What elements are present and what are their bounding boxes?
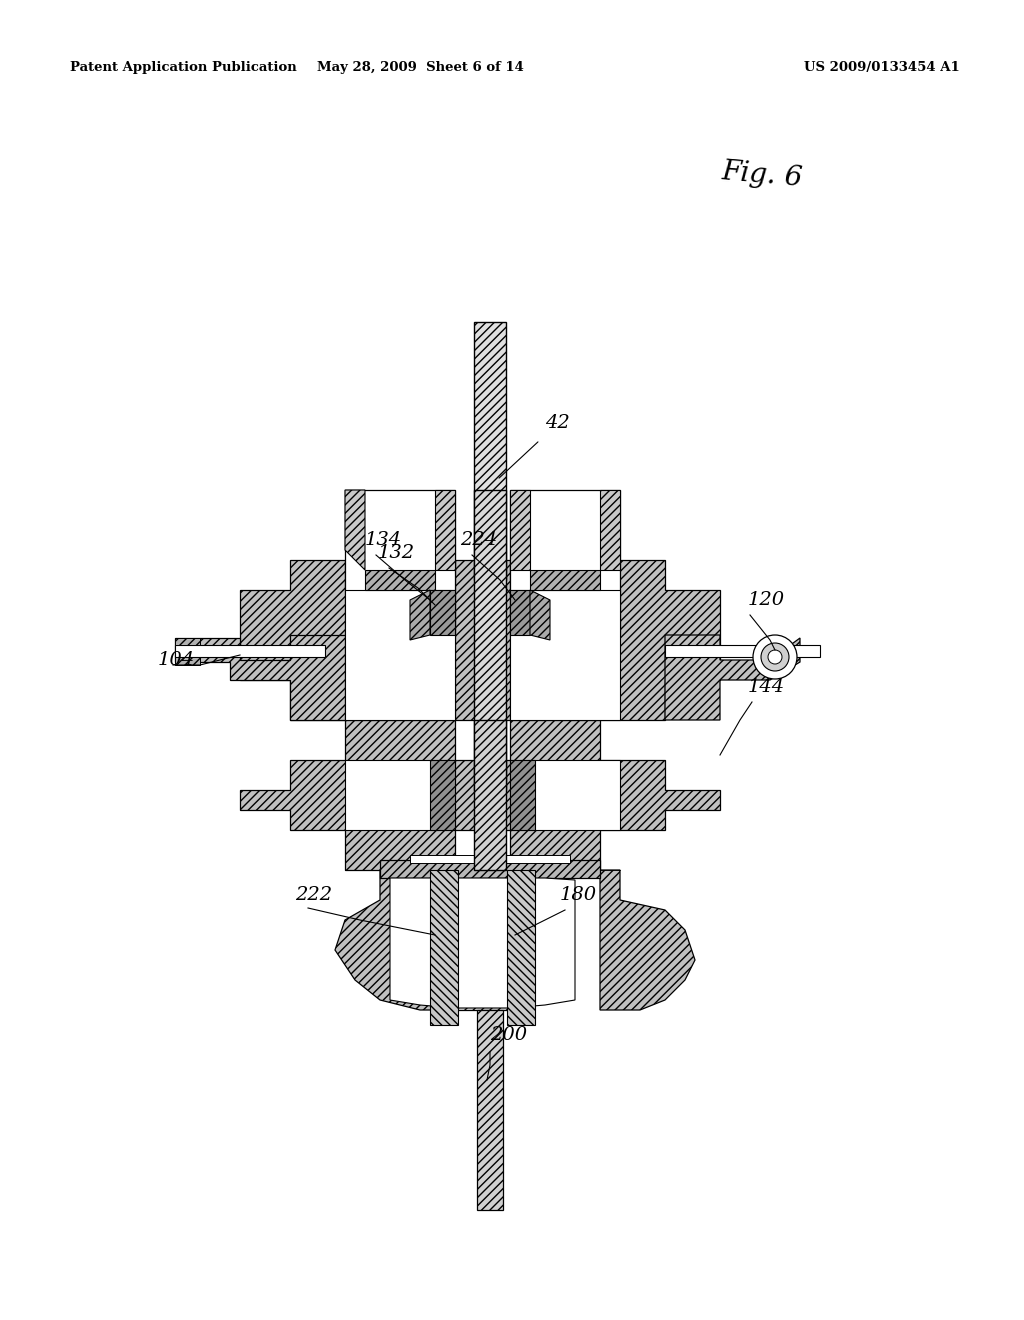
Polygon shape [455,870,510,1010]
Text: 180: 180 [560,886,597,904]
Text: 134: 134 [365,531,402,549]
Polygon shape [240,719,720,870]
Polygon shape [530,570,600,590]
Polygon shape [345,760,455,830]
Polygon shape [600,870,695,1010]
Polygon shape [410,855,570,863]
Polygon shape [665,635,800,719]
Polygon shape [510,490,530,570]
Polygon shape [477,1010,503,1210]
Text: 224: 224 [460,531,497,549]
Text: Fig. 6: Fig. 6 [720,158,803,191]
Polygon shape [175,645,325,657]
Polygon shape [507,870,535,1026]
Polygon shape [430,760,455,830]
Polygon shape [175,657,200,665]
Polygon shape [345,490,365,570]
Polygon shape [474,490,506,789]
Polygon shape [240,560,720,719]
Polygon shape [345,590,455,719]
Polygon shape [365,570,435,590]
Text: 200: 200 [490,1026,527,1044]
Text: 120: 120 [748,591,785,609]
Circle shape [753,635,797,678]
Text: US 2009/0133454 A1: US 2009/0133454 A1 [804,62,961,74]
Polygon shape [175,638,200,645]
Text: 222: 222 [295,886,332,904]
Polygon shape [380,861,600,878]
Polygon shape [510,590,620,719]
Polygon shape [474,719,506,870]
Polygon shape [665,645,820,657]
Circle shape [768,649,782,664]
Text: 132: 132 [378,544,415,562]
Polygon shape [345,490,455,635]
Text: Patent Application Publication: Patent Application Publication [70,62,297,74]
Polygon shape [435,490,455,570]
Text: May 28, 2009  Sheet 6 of 14: May 28, 2009 Sheet 6 of 14 [316,62,523,74]
Polygon shape [410,590,430,640]
Polygon shape [430,870,458,1026]
Polygon shape [510,760,535,830]
Text: 104: 104 [158,651,196,669]
Text: 144: 144 [748,678,785,696]
Polygon shape [510,590,530,635]
Polygon shape [510,490,620,635]
Polygon shape [510,760,620,830]
Polygon shape [474,322,506,579]
Circle shape [761,643,790,671]
Polygon shape [530,590,550,640]
Polygon shape [335,870,455,1010]
Polygon shape [430,590,455,635]
Polygon shape [390,878,575,1008]
Text: 42: 42 [545,414,569,432]
Polygon shape [175,635,345,719]
Polygon shape [600,490,620,570]
